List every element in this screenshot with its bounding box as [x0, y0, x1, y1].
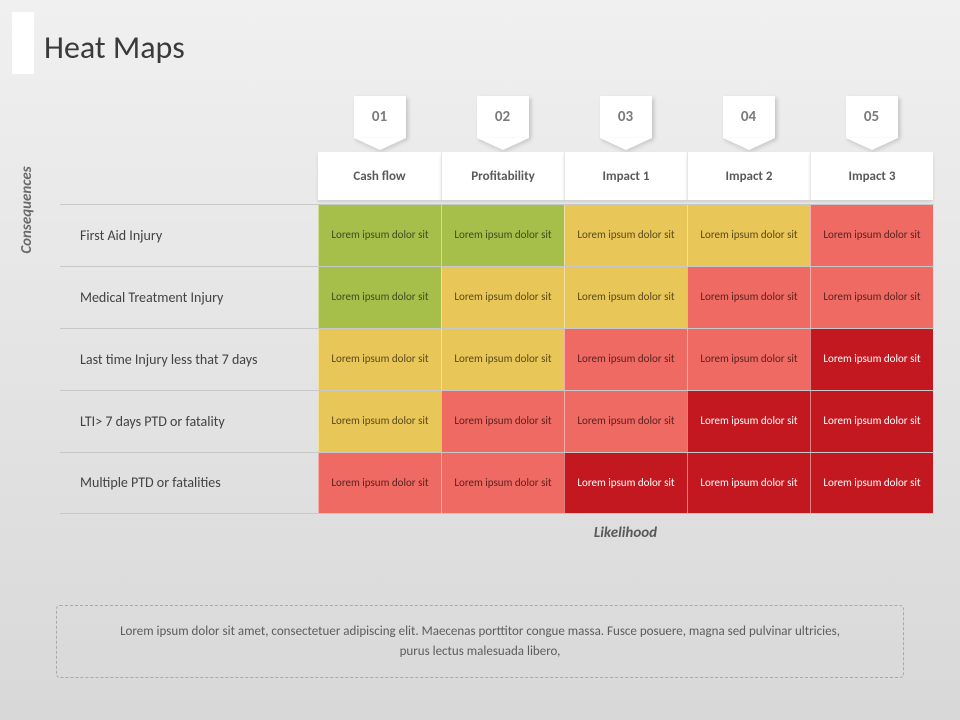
heatmap-cell: Lorem ipsum dolor sit — [441, 329, 564, 390]
heatmap-cell: Lorem ipsum dolor sit — [564, 453, 687, 513]
heatmap-cell: Lorem ipsum dolor sit — [810, 329, 933, 390]
heatmap-cell: Lorem ipsum dolor sit — [564, 267, 687, 328]
row-label: First Aid Injury — [60, 205, 318, 266]
heatmap-cell: Lorem ipsum dolor sit — [318, 329, 441, 390]
column-badge-number: 01 — [354, 96, 406, 138]
row-label: LTI> 7 days PTD or fatality — [60, 391, 318, 452]
heatmap-cell: Lorem ipsum dolor sit — [441, 453, 564, 513]
heatmap-row: First Aid InjuryLorem ipsum dolor sitLor… — [60, 204, 934, 266]
heatmap-cell: Lorem ipsum dolor sit — [564, 329, 687, 390]
heatmap-cell: Lorem ipsum dolor sit — [318, 205, 441, 266]
heatmap-cell: Lorem ipsum dolor sit — [687, 329, 810, 390]
footer-note: Lorem ipsum dolor sit amet, consectetuer… — [56, 605, 904, 678]
heatmap-cell: Lorem ipsum dolor sit — [564, 391, 687, 452]
x-axis-label: Likelihood — [318, 524, 933, 542]
row-label: Multiple PTD or fatalities — [60, 453, 318, 513]
heatmap-cell: Lorem ipsum dolor sit — [810, 267, 933, 328]
column-badge-row: 01 02 03 04 05 — [318, 96, 933, 138]
heatmap-row: Multiple PTD or fatalitiesLorem ipsum do… — [60, 452, 934, 514]
column-header: Impact 3 — [810, 152, 933, 200]
row-label: Medical Treatment Injury — [60, 267, 318, 328]
heatmap-cell: Lorem ipsum dolor sit — [318, 391, 441, 452]
page-title: Heat Maps — [44, 28, 185, 67]
column-badge-number: 04 — [723, 96, 775, 138]
heatmap-cell: Lorem ipsum dolor sit — [441, 205, 564, 266]
column-header: Impact 1 — [564, 152, 687, 200]
heatmap-cell: Lorem ipsum dolor sit — [810, 453, 933, 513]
column-badge: 05 — [810, 96, 933, 138]
column-badge: 03 — [564, 96, 687, 138]
heatmap-matrix: First Aid InjuryLorem ipsum dolor sitLor… — [60, 204, 934, 514]
column-badge: 01 — [318, 96, 441, 138]
heatmap-cell: Lorem ipsum dolor sit — [441, 391, 564, 452]
column-header: Profitability — [441, 152, 564, 200]
heatmap-cell: Lorem ipsum dolor sit — [687, 205, 810, 266]
heatmap-cell: Lorem ipsum dolor sit — [687, 453, 810, 513]
heatmap-cell: Lorem ipsum dolor sit — [810, 391, 933, 452]
heatmap-cell: Lorem ipsum dolor sit — [318, 453, 441, 513]
heatmap-cell: Lorem ipsum dolor sit — [318, 267, 441, 328]
column-header-row: Cash flowProfitabilityImpact 1Impact 2Im… — [318, 152, 933, 200]
heatmap-cell: Lorem ipsum dolor sit — [564, 205, 687, 266]
heatmap-cell: Lorem ipsum dolor sit — [441, 267, 564, 328]
column-badge-number: 02 — [477, 96, 529, 138]
heatmap-cell: Lorem ipsum dolor sit — [687, 267, 810, 328]
heatmap-cell: Lorem ipsum dolor sit — [810, 205, 933, 266]
column-header: Cash flow — [318, 152, 441, 200]
heatmap-row: LTI> 7 days PTD or fatalityLorem ipsum d… — [60, 390, 934, 452]
heatmap-row: Last time Injury less that 7 daysLorem i… — [60, 328, 934, 390]
column-badge: 04 — [687, 96, 810, 138]
y-axis-label: Consequences — [18, 120, 36, 300]
column-badge-number: 03 — [600, 96, 652, 138]
row-label: Last time Injury less that 7 days — [60, 329, 318, 390]
column-badge: 02 — [441, 96, 564, 138]
column-header: Impact 2 — [687, 152, 810, 200]
heatmap-row: Medical Treatment InjuryLorem ipsum dolo… — [60, 266, 934, 328]
column-badge-number: 05 — [846, 96, 898, 138]
heatmap-cell: Lorem ipsum dolor sit — [687, 391, 810, 452]
title-accent — [12, 12, 34, 74]
